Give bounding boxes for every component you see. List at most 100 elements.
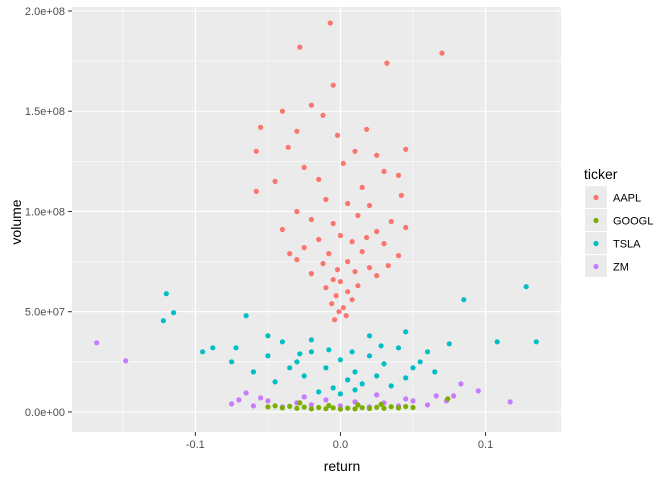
data-point-tsla bbox=[417, 359, 423, 365]
data-point-aapl bbox=[337, 279, 343, 285]
data-point-tsla bbox=[265, 353, 271, 359]
data-point-zm bbox=[475, 388, 481, 394]
data-point-tsla bbox=[294, 359, 300, 365]
data-point-aapl bbox=[285, 144, 291, 150]
data-point-aapl bbox=[253, 188, 259, 194]
data-point-aapl bbox=[294, 208, 300, 215]
data-point-aapl bbox=[381, 168, 387, 174]
data-point-zm bbox=[258, 395, 264, 401]
data-point-tsla bbox=[523, 284, 529, 290]
data-point-tsla bbox=[233, 345, 239, 351]
data-point-googl bbox=[378, 401, 384, 407]
legend-label-zm: ZM bbox=[613, 262, 629, 274]
data-point-aapl bbox=[272, 178, 278, 184]
legend-title: ticker bbox=[584, 166, 618, 182]
legend-key-zm bbox=[593, 263, 599, 270]
data-point-aapl bbox=[384, 60, 390, 66]
legend-key-tsla bbox=[593, 240, 599, 247]
data-point-zm bbox=[301, 394, 307, 400]
data-point-tsla bbox=[163, 291, 169, 297]
data-point-aapl bbox=[334, 132, 341, 138]
data-point-aapl bbox=[320, 261, 326, 267]
data-point-aapl bbox=[330, 277, 336, 283]
data-point-aapl bbox=[349, 297, 355, 303]
data-point-zm bbox=[403, 396, 409, 402]
data-point-googl bbox=[366, 405, 373, 412]
data-point-googl bbox=[337, 406, 343, 412]
data-point-zm bbox=[424, 402, 431, 408]
x-tick-label: 0.1 bbox=[478, 439, 493, 451]
data-point-tsla bbox=[403, 375, 409, 381]
data-point-aapl bbox=[332, 317, 338, 323]
x-tick-label: -0.1 bbox=[186, 439, 205, 451]
data-points bbox=[94, 20, 539, 412]
data-point-tsla bbox=[210, 345, 216, 351]
legend: ticker AAPL GOOGL TSLA ZM bbox=[584, 166, 653, 277]
data-point-aapl bbox=[329, 301, 335, 307]
data-point-aapl bbox=[395, 253, 402, 259]
data-point-tsla bbox=[265, 333, 271, 339]
data-point-aapl bbox=[308, 102, 314, 108]
data-point-tsla bbox=[279, 339, 285, 345]
data-point-googl bbox=[374, 404, 380, 410]
data-point-googl bbox=[297, 400, 303, 406]
data-point-tsla bbox=[461, 297, 467, 303]
data-point-tsla bbox=[366, 333, 373, 339]
data-point-googl bbox=[355, 402, 361, 408]
data-point-tsla bbox=[200, 349, 206, 355]
data-point-aapl bbox=[381, 241, 387, 247]
data-point-zm bbox=[123, 358, 129, 364]
legend-label-tsla: TSLA bbox=[613, 239, 641, 251]
data-point-tsla bbox=[388, 383, 394, 389]
data-point-aapl bbox=[403, 224, 409, 231]
data-point-tsla bbox=[533, 339, 539, 345]
data-point-googl bbox=[395, 405, 402, 411]
data-point-aapl bbox=[374, 273, 380, 279]
x-axis: -0.1 0.0 0.1 bbox=[186, 432, 493, 451]
data-point-aapl bbox=[287, 251, 293, 257]
data-point-aapl bbox=[279, 226, 285, 233]
data-point-aapl bbox=[337, 232, 343, 239]
data-point-zm bbox=[243, 390, 249, 396]
data-point-googl bbox=[381, 405, 387, 411]
data-point-aapl bbox=[316, 176, 322, 182]
data-point-aapl bbox=[364, 126, 370, 132]
data-point-tsla bbox=[308, 349, 314, 355]
data-point-aapl bbox=[398, 192, 404, 198]
data-point-tsla bbox=[287, 365, 293, 371]
data-point-tsla bbox=[446, 341, 452, 347]
data-point-tsla bbox=[316, 389, 322, 395]
data-point-aapl bbox=[355, 283, 361, 289]
y-tick-label: 2.0e+08 bbox=[25, 6, 65, 18]
data-point-aapl bbox=[323, 285, 329, 291]
data-point-tsla bbox=[337, 357, 343, 363]
data-point-aapl bbox=[374, 228, 380, 235]
data-point-tsla bbox=[366, 353, 373, 359]
data-point-googl bbox=[359, 405, 365, 411]
data-point-googl bbox=[316, 404, 322, 411]
legend-label-aapl: AAPL bbox=[613, 193, 641, 205]
data-point-zm bbox=[323, 397, 329, 403]
data-point-googl bbox=[265, 404, 271, 410]
data-point-aapl bbox=[336, 309, 342, 315]
data-point-aapl bbox=[439, 50, 445, 56]
data-point-aapl bbox=[352, 269, 358, 275]
data-point-aapl bbox=[279, 108, 285, 114]
data-point-aapl bbox=[395, 172, 402, 178]
data-point-tsla bbox=[337, 391, 343, 397]
data-point-tsla bbox=[494, 339, 500, 345]
data-point-aapl bbox=[330, 82, 336, 88]
data-point-aapl bbox=[333, 293, 339, 299]
data-point-zm bbox=[94, 340, 100, 346]
data-point-zm bbox=[410, 398, 416, 404]
data-point-tsla bbox=[250, 369, 256, 375]
data-point-aapl bbox=[320, 112, 326, 118]
data-point-googl bbox=[279, 405, 285, 411]
data-point-tsla bbox=[308, 337, 314, 343]
data-point-aapl bbox=[345, 289, 351, 295]
data-point-zm bbox=[433, 393, 439, 399]
data-point-tsla bbox=[272, 379, 278, 385]
data-point-aapl bbox=[352, 148, 358, 154]
data-point-googl bbox=[308, 406, 314, 412]
